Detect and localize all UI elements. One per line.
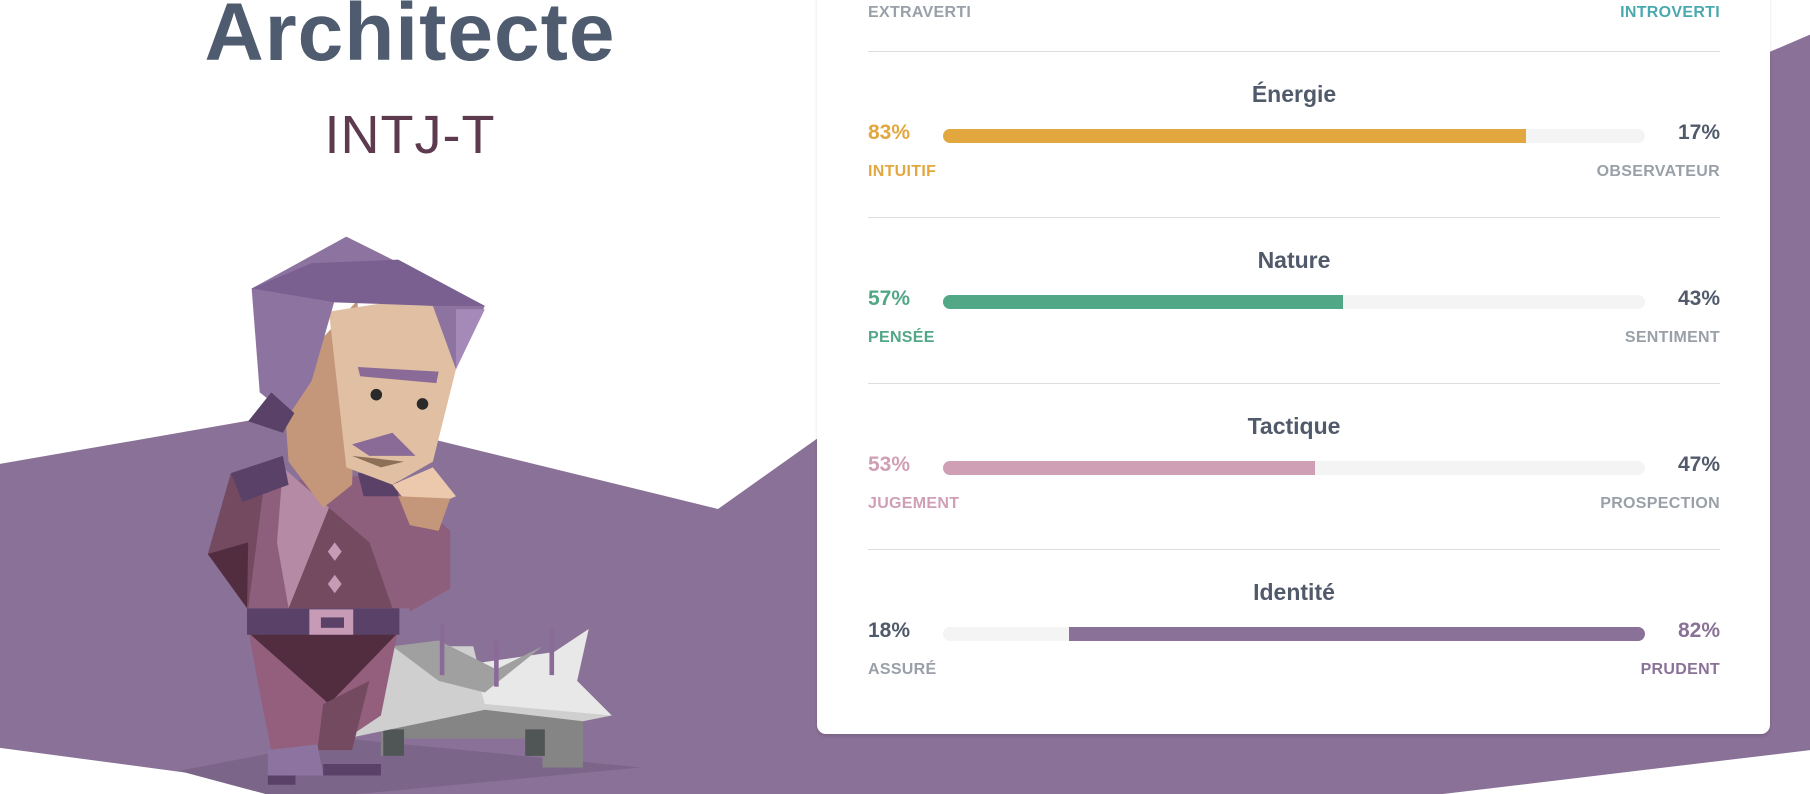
architect-character-illustration — [178, 236, 641, 794]
traits-card: EXTRAVERTI INTROVERTI Énergie 83% 17% IN… — [817, 0, 1770, 734]
trait-right-percent: 43% — [1677, 287, 1720, 310]
trait-bar — [943, 129, 1645, 143]
trait-right-label: SENTIMENT — [1624, 329, 1720, 346]
personality-code: INTJ-T — [324, 105, 496, 165]
mind-right-label: INTROVERTI — [1620, 4, 1720, 21]
trait-bar-fill — [943, 461, 1316, 475]
trait-left-label: PENSÉE — [868, 329, 935, 346]
trait-right-percent: 17% — [1677, 121, 1720, 144]
trait-bar-fill — [1069, 627, 1645, 641]
trait-tactics: Tactique 53% 47% JUGEMENT PROSPECTION — [868, 413, 1720, 579]
trait-bar — [943, 461, 1645, 475]
personality-title: Architecte — [204, 0, 616, 78]
trait-nature: Nature 57% 43% PENSÉE SENTIMENT — [868, 247, 1720, 413]
trait-title: Nature — [1257, 247, 1331, 273]
trait-left-percent: 57% — [868, 287, 911, 310]
trait-left-label: INTUITIF — [868, 163, 937, 180]
mind-trait-labels: EXTRAVERTI INTROVERTI — [868, 4, 1720, 22]
trait-right-percent: 82% — [1677, 619, 1720, 642]
trait-title: Énergie — [1251, 81, 1337, 107]
trait-bar — [943, 295, 1645, 309]
trait-left-label: JUGEMENT — [868, 495, 960, 512]
trait-energy: Énergie 83% 17% INTUITIF OBSERVATEUR — [868, 81, 1720, 247]
mind-left-label: EXTRAVERTI — [868, 4, 972, 21]
trait-identity: Identité 18% 82% ASSURÉ PRUDENT — [868, 579, 1720, 745]
divider — [868, 51, 1720, 52]
trait-title: Tactique — [1247, 413, 1341, 439]
trait-left-percent: 83% — [868, 121, 911, 144]
divider — [868, 383, 1720, 384]
divider — [868, 549, 1720, 550]
trait-bar-fill — [943, 129, 1526, 143]
trait-left-percent: 53% — [868, 453, 911, 476]
trait-left-label: ASSURÉ — [868, 661, 937, 678]
trait-right-label: PRUDENT — [1640, 661, 1720, 678]
trait-title: Identité — [1253, 579, 1335, 605]
divider — [868, 217, 1720, 218]
trait-right-label: OBSERVATEUR — [1596, 163, 1720, 180]
trait-right-label: PROSPECTION — [1600, 495, 1720, 512]
trait-right-percent: 47% — [1677, 453, 1720, 476]
trait-bar — [943, 627, 1645, 641]
trait-left-percent: 18% — [868, 619, 911, 642]
trait-bar-fill — [943, 295, 1344, 309]
